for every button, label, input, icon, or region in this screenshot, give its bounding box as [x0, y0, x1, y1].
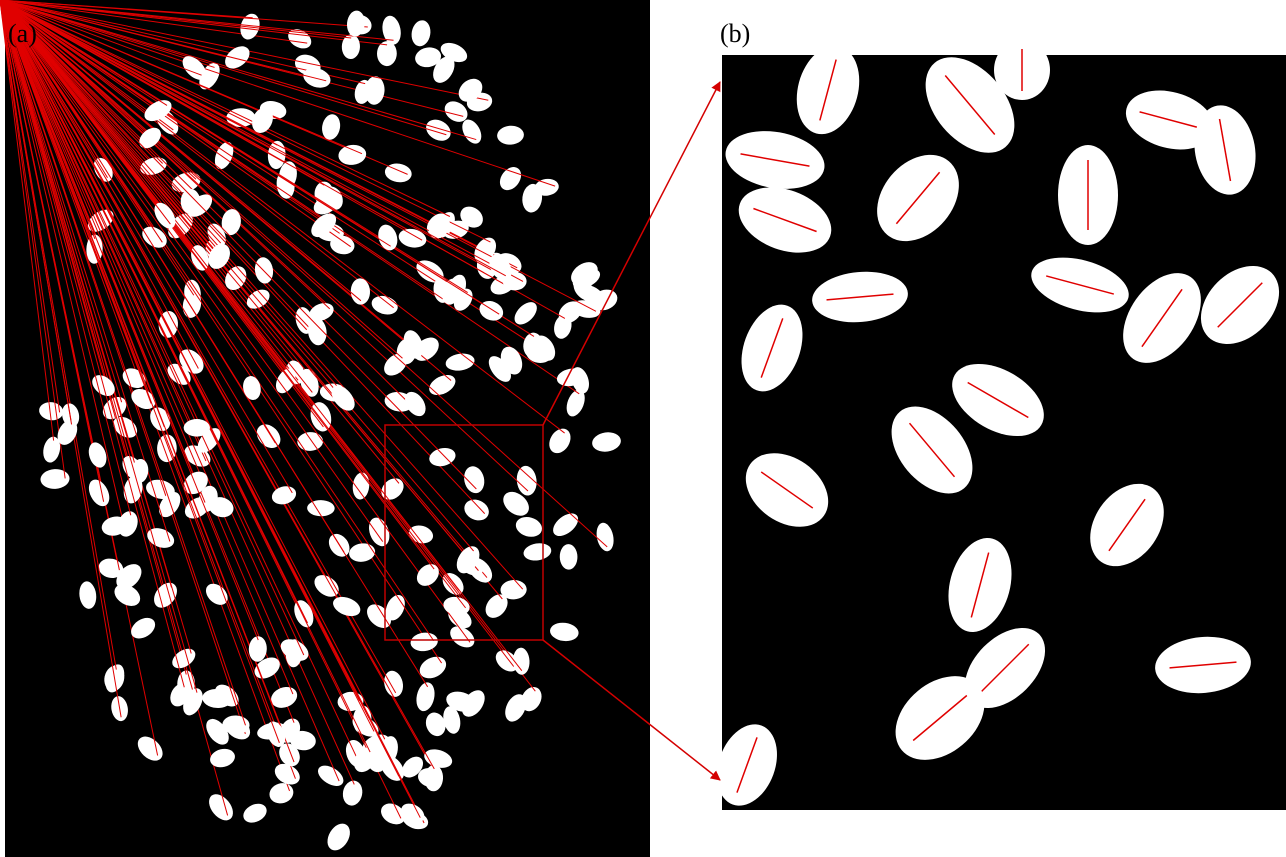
panel-label: (a): [8, 19, 37, 48]
panel-label: (b): [720, 19, 750, 48]
grain: [184, 419, 210, 437]
page: {"panels": [{"label": "(a)"}, {"label": …: [0, 0, 1286, 857]
figure: (a) (b): [0, 0, 1286, 857]
